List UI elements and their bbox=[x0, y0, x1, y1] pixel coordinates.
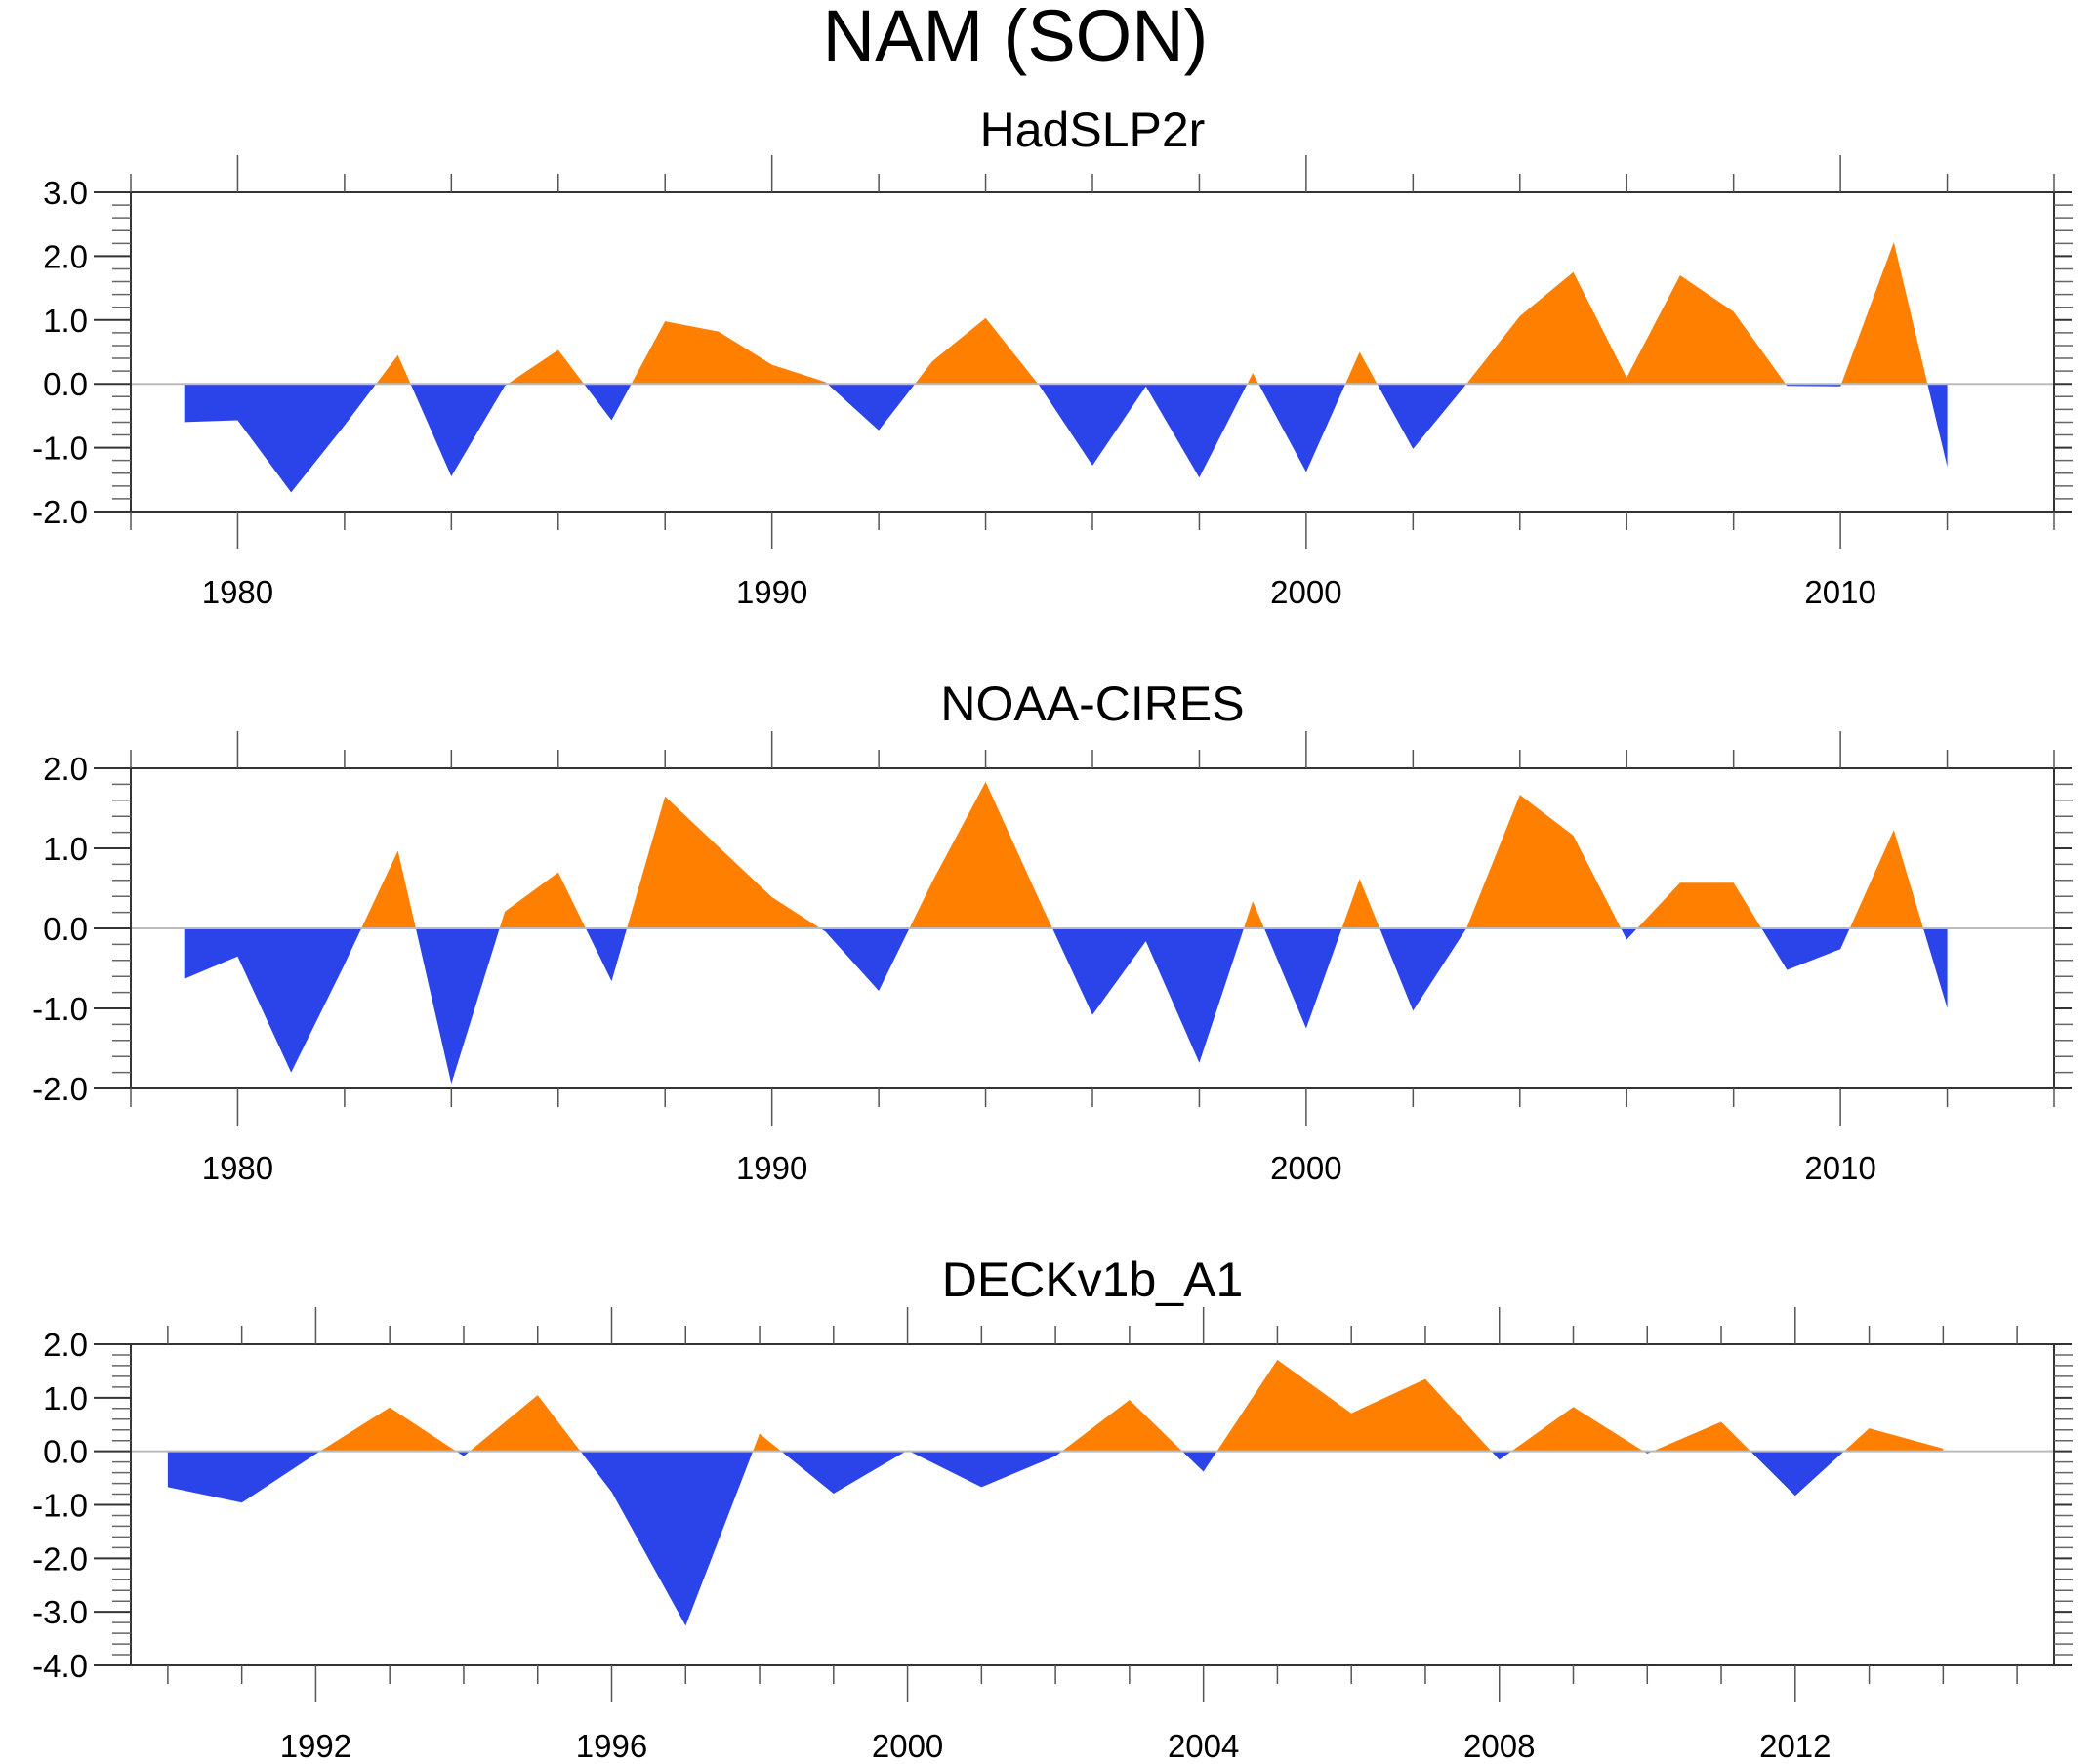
y-tick-label: 0.0 bbox=[43, 366, 88, 402]
y-tick-label: -2.0 bbox=[32, 1071, 88, 1107]
x-tick-label: 1980 bbox=[202, 574, 273, 610]
panel-title: HadSLP2r bbox=[980, 103, 1206, 157]
y-tick-label: 1.0 bbox=[43, 831, 88, 867]
panel-2: NOAA-CIRES 2.0 1.0 0.0 -1.0 -2.0 1980 1990 2000 2… bbox=[32, 677, 2073, 1186]
y-tick-label: 1.0 bbox=[43, 1380, 88, 1416]
positive-area bbox=[184, 781, 1948, 928]
y-tick-label: -3.0 bbox=[32, 1594, 88, 1630]
x-tick-label: 2000 bbox=[1270, 1150, 1341, 1186]
panel-1: HadSLP2r 3.0 2.0 1.0 0.0 -1.0 -2.0 1980 1990 2000… bbox=[32, 103, 2073, 610]
x-tick-label: 2010 bbox=[1804, 574, 1875, 610]
x-tick-label: 1980 bbox=[202, 1150, 273, 1186]
panel-title: NOAA-CIRES bbox=[940, 677, 1244, 731]
positive-area bbox=[184, 242, 1948, 385]
y-tick-label: 0.0 bbox=[43, 1434, 88, 1470]
panel-3: DECKv1b_A1 2.0 1.0 0.0 -1.0 -2.0 -3.0 -4.0 1992 1… bbox=[32, 1252, 2073, 1764]
x-tick-label: 2000 bbox=[1270, 574, 1341, 610]
x-tick-label: 2000 bbox=[872, 1728, 943, 1764]
negative-area bbox=[184, 928, 1948, 1085]
x-tick-label: 1990 bbox=[736, 1150, 807, 1186]
y-tick-label: 2.0 bbox=[43, 238, 88, 274]
negative-area bbox=[184, 384, 1948, 493]
negative-area bbox=[167, 1451, 1944, 1626]
x-tick-label: 2004 bbox=[1168, 1728, 1239, 1764]
y-tick-label: -1.0 bbox=[32, 431, 88, 467]
y-tick-label: -2.0 bbox=[32, 1540, 88, 1577]
x-tick-label: 1990 bbox=[736, 574, 807, 610]
plot-frame bbox=[130, 1343, 2055, 1666]
x-tick-label: 2010 bbox=[1804, 1150, 1875, 1186]
panel-title: DECKv1b_A1 bbox=[942, 1252, 1244, 1307]
x-tick-label: 1996 bbox=[576, 1728, 647, 1764]
positive-area bbox=[167, 1359, 1944, 1452]
y-tick-label: 1.0 bbox=[43, 303, 88, 339]
figure-title: NAM (SON) bbox=[823, 0, 1209, 76]
y-tick-label: -1.0 bbox=[32, 1488, 88, 1524]
x-tick-label: 2008 bbox=[1463, 1728, 1535, 1764]
y-tick-label: -1.0 bbox=[32, 991, 88, 1027]
x-tick-label: 2012 bbox=[1759, 1728, 1831, 1764]
x-tick-label: 1992 bbox=[280, 1728, 351, 1764]
y-tick-label: -2.0 bbox=[32, 494, 88, 530]
y-tick-label: 2.0 bbox=[43, 751, 88, 787]
y-tick-label: -4.0 bbox=[32, 1648, 88, 1684]
y-tick-label: 3.0 bbox=[43, 175, 88, 211]
y-tick-label: 0.0 bbox=[43, 911, 88, 947]
y-tick-label: 2.0 bbox=[43, 1327, 88, 1363]
